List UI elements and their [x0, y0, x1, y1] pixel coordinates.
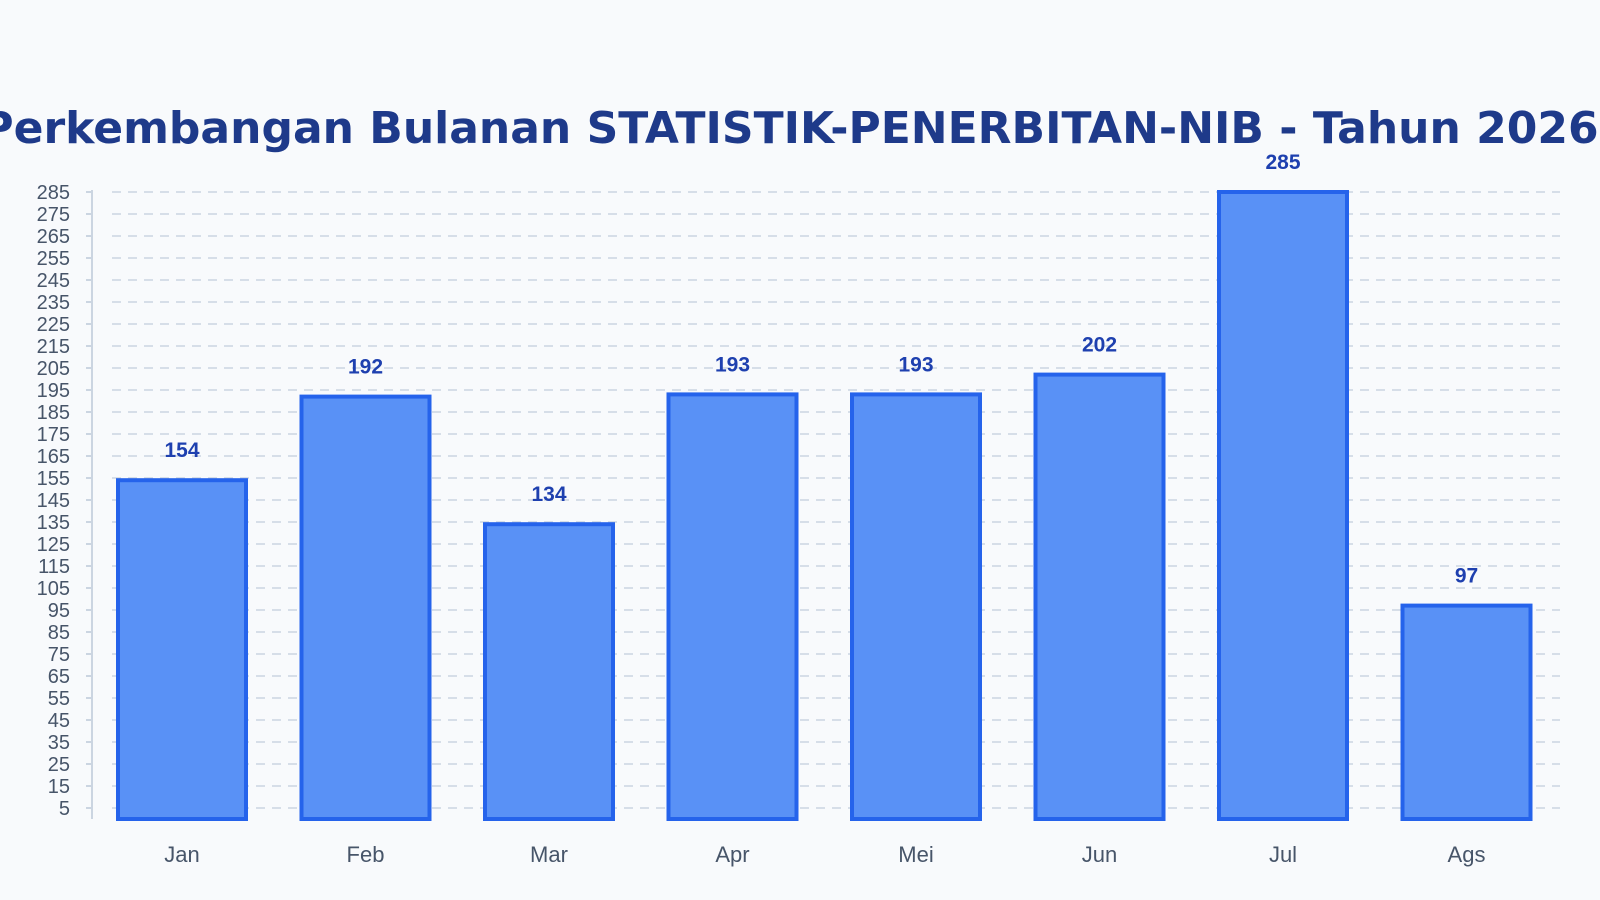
y-tick-label: 235: [37, 292, 70, 314]
x-tick-label-jun: Jun: [1082, 842, 1117, 867]
x-tick-label-mei: Mei: [898, 842, 933, 867]
y-tick-label: 195: [37, 380, 70, 402]
bar-jan: [116, 478, 248, 821]
y-tick-label: 105: [37, 578, 70, 600]
y-tick-label: 75: [48, 644, 70, 666]
y-tick-label: 95: [48, 600, 70, 622]
y-tick-label: 265: [37, 226, 70, 248]
bar-ags: [1400, 603, 1533, 821]
y-tick-label: 285: [37, 182, 70, 204]
x-tick-label-ags: Ags: [1448, 842, 1486, 867]
y-tick-label: 115: [38, 556, 70, 578]
y-tick-label: 85: [48, 622, 70, 644]
value-label-ags: 97: [1455, 565, 1478, 588]
x-tick-label-feb: Feb: [347, 842, 385, 867]
value-labels: 154 192 134 193 193 202 285 97: [164, 151, 1478, 588]
y-tick-label: 15: [48, 776, 70, 798]
y-tick-label: 55: [48, 688, 70, 710]
value-label-jun: 202: [1082, 334, 1117, 357]
y-tick-label: 5: [59, 798, 70, 820]
value-label-jul: 285: [1265, 151, 1300, 174]
bars: [116, 190, 1533, 821]
y-tick-label: 215: [37, 336, 70, 358]
value-label-jan: 154: [164, 439, 199, 462]
y-tick-label: 125: [37, 534, 70, 556]
y-tick-label: 135: [37, 512, 70, 534]
value-label-apr: 193: [715, 353, 750, 376]
bar-feb: [299, 394, 432, 821]
y-tick-label: 35: [48, 732, 70, 754]
value-label-mei: 193: [898, 353, 933, 376]
chart-title: Perkembangan Bulanan STATISTIK-PENERBITA…: [0, 103, 1599, 154]
y-tick-label: 185: [37, 402, 70, 424]
bar-jul: [1217, 190, 1349, 821]
y-tick-label: 145: [37, 490, 70, 512]
y-axis-ticks: 5152535455565758595105115125135145155165…: [37, 182, 92, 820]
y-tick-label: 65: [48, 666, 70, 688]
bar-apr: [666, 392, 799, 821]
value-label-mar: 134: [531, 483, 566, 506]
x-tick-label-jul: Jul: [1269, 842, 1297, 867]
x-axis-categories: Jan Feb Mar Apr Mei Jun Jul Ags: [164, 842, 1485, 867]
y-tick-label: 155: [37, 468, 70, 490]
x-tick-label-mar: Mar: [530, 842, 568, 867]
y-tick-label: 205: [37, 358, 70, 380]
bar-mar: [483, 522, 615, 821]
y-tick-label: 225: [37, 314, 70, 336]
y-tick-label: 25: [48, 754, 70, 776]
x-tick-label-apr: Apr: [715, 842, 749, 867]
y-tick-label: 275: [37, 204, 70, 226]
y-tick-label: 45: [48, 710, 70, 732]
y-tick-label: 245: [37, 270, 70, 292]
bar-jun: [1033, 372, 1166, 821]
value-label-feb: 192: [348, 356, 383, 379]
y-tick-label: 175: [37, 424, 70, 446]
bar-mei: [850, 392, 982, 821]
y-tick-label: 255: [37, 248, 70, 270]
y-tick-label: 165: [37, 446, 70, 468]
x-tick-label-jan: Jan: [164, 842, 199, 867]
